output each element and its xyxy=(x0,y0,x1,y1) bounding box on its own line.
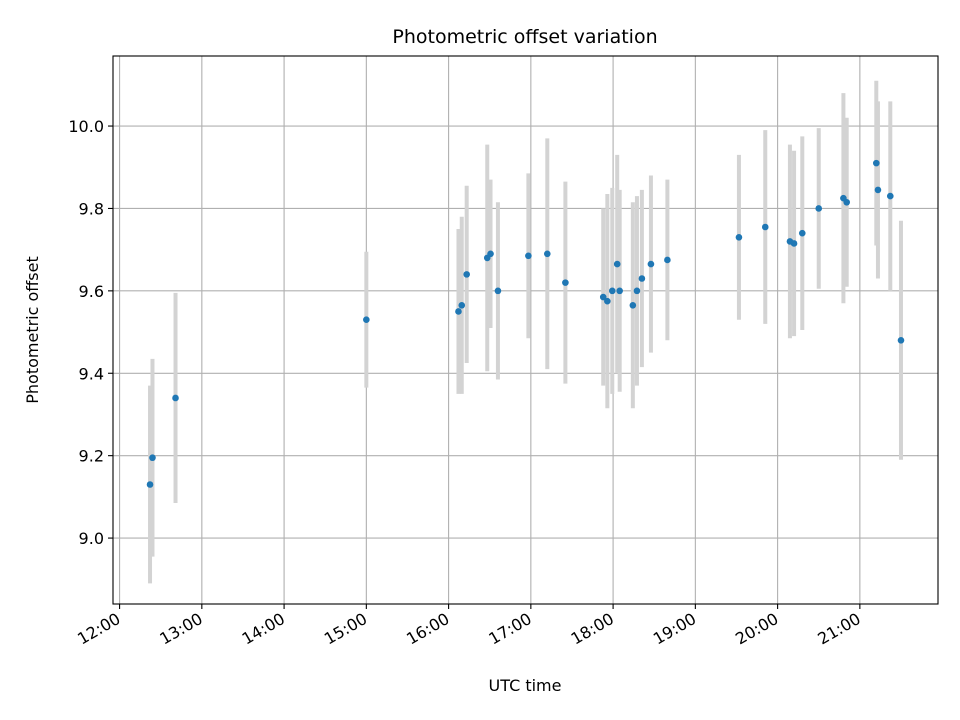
data-point xyxy=(633,287,641,295)
data-point xyxy=(463,271,470,278)
data-point xyxy=(146,481,154,488)
data-point xyxy=(172,394,179,402)
data-point xyxy=(363,316,370,323)
data-point xyxy=(525,252,532,260)
y-tick-label: 9.2 xyxy=(79,447,104,466)
y-tick-label: 10.0 xyxy=(68,117,104,136)
x-axis-label: UTC time xyxy=(489,676,562,695)
data-point xyxy=(608,287,616,295)
y-tick-label: 9.4 xyxy=(79,364,104,383)
y-tick-label: 9.0 xyxy=(79,529,104,548)
data-point xyxy=(790,240,798,247)
data-point xyxy=(599,293,607,301)
data-point xyxy=(494,287,502,295)
y-axis-ticks: 9.0 9.2 9.4 9.6 9.8 10.0 xyxy=(68,117,113,548)
data-point xyxy=(543,250,551,258)
data-point xyxy=(761,223,769,231)
plot-area-frame xyxy=(112,55,939,605)
y-tick-label: 9.8 xyxy=(79,199,104,218)
y-tick-label: 9.6 xyxy=(79,282,104,301)
data-points xyxy=(146,159,905,488)
data-point xyxy=(843,198,850,206)
data-point xyxy=(798,229,806,237)
data-point xyxy=(664,256,671,264)
data-point xyxy=(455,308,462,315)
data-point xyxy=(886,192,894,200)
data-point xyxy=(647,260,655,268)
data-point xyxy=(638,275,646,282)
data-point xyxy=(562,279,569,286)
data-point xyxy=(629,301,637,309)
data-point xyxy=(458,301,466,309)
data-point xyxy=(873,159,880,167)
y-axis-label: Photometric offset xyxy=(23,256,42,404)
data-point xyxy=(487,250,494,258)
data-point xyxy=(874,186,882,194)
data-point xyxy=(616,287,623,295)
data-point xyxy=(149,454,156,462)
chart-title: Photometric offset variation xyxy=(392,26,657,48)
data-point xyxy=(604,297,611,305)
data-point xyxy=(897,337,905,344)
data-point xyxy=(613,260,621,268)
data-point xyxy=(815,205,823,212)
data-point xyxy=(735,233,743,241)
